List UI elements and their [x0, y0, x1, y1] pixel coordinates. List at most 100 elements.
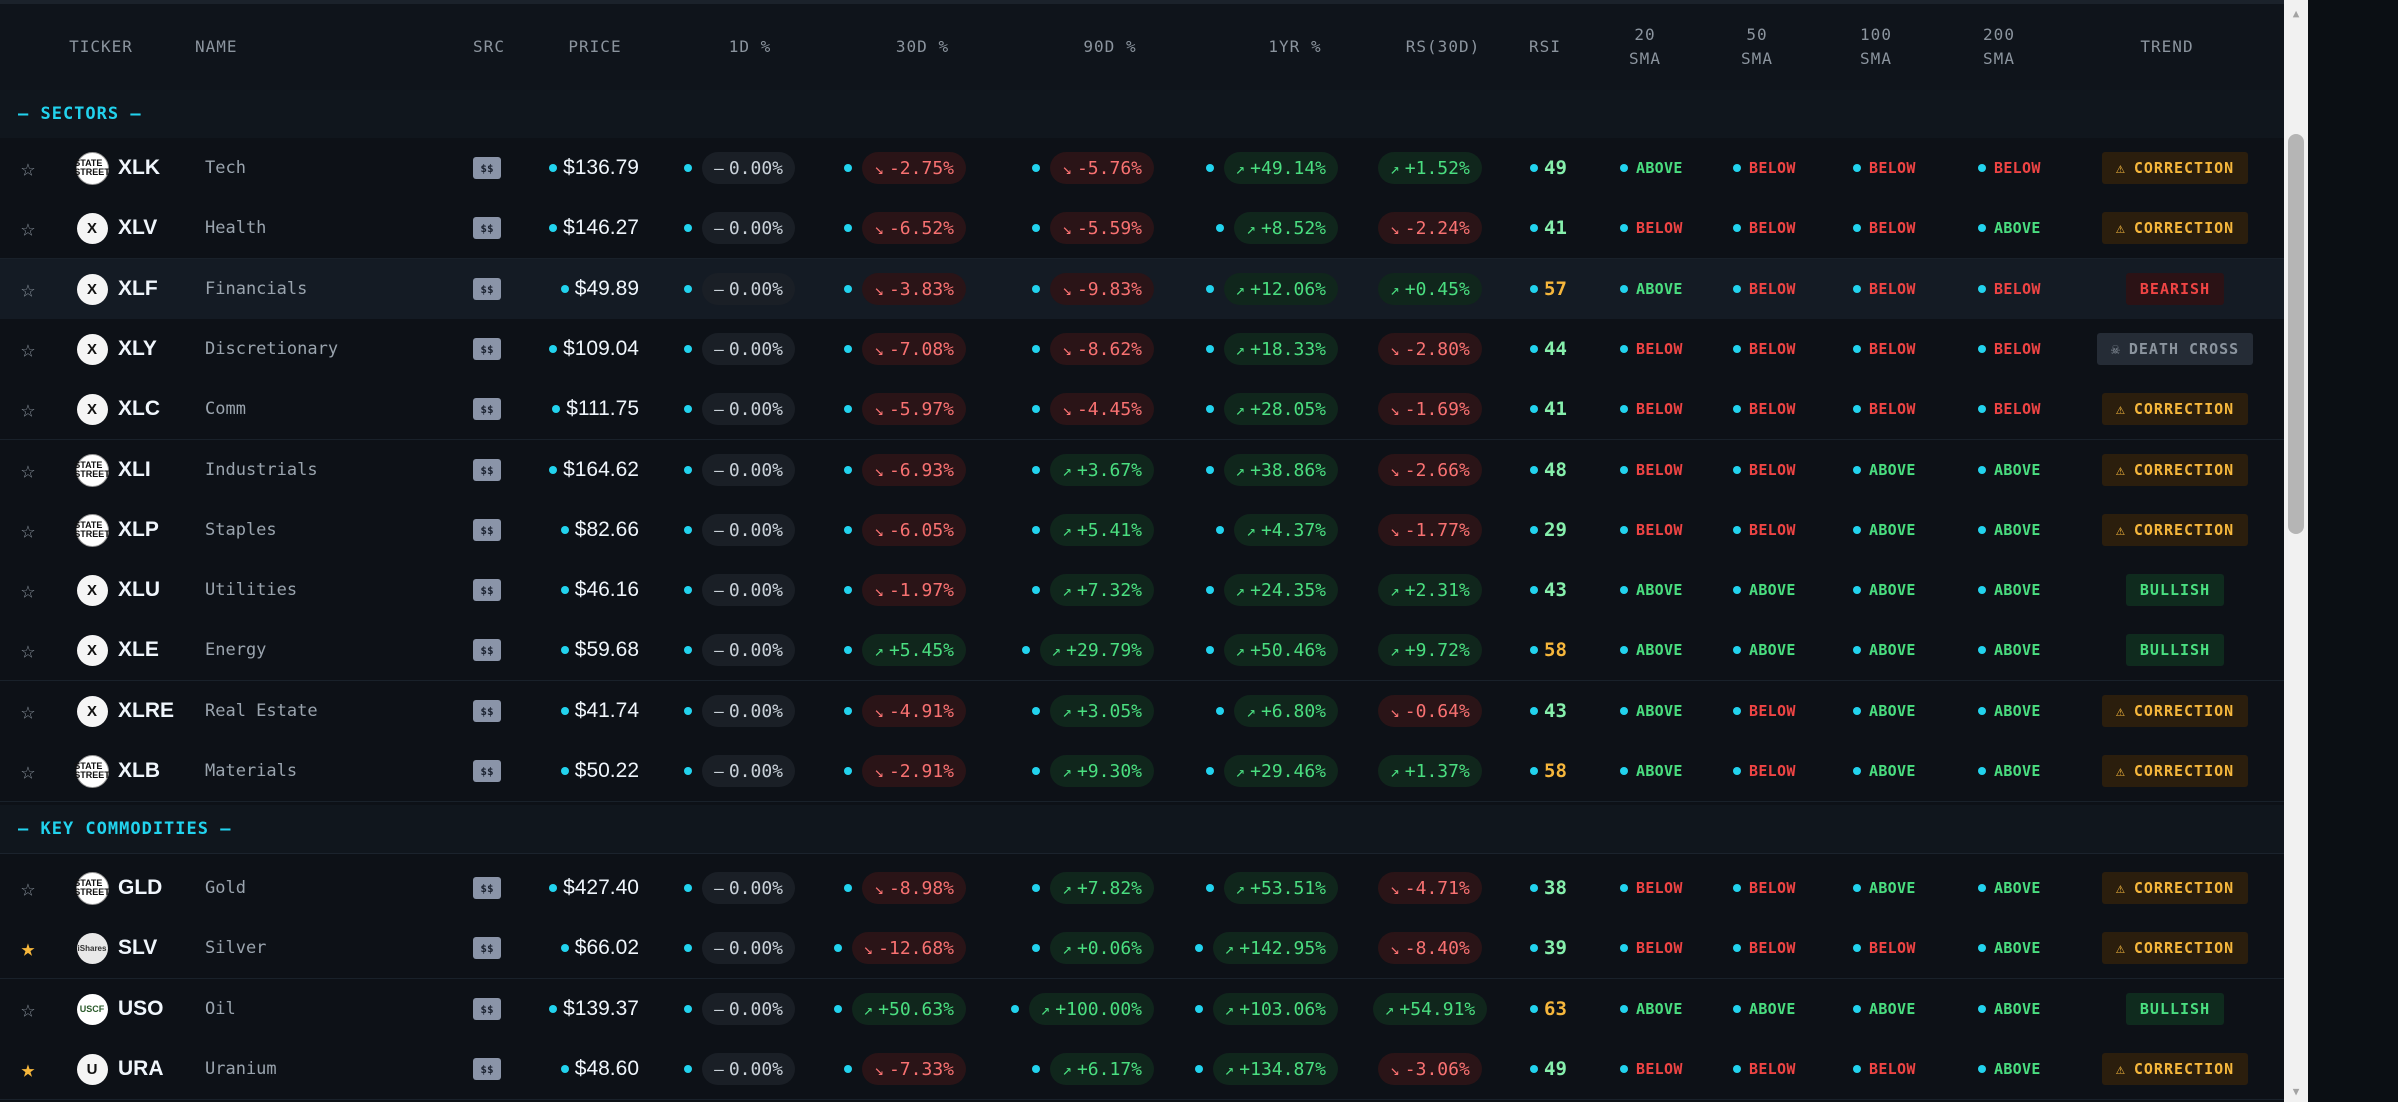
star-icon[interactable]: ☆ [20, 995, 36, 1023]
col-sma20[interactable]: 20 SMA [1629, 25, 1661, 68]
change-30d: ↘ -2.91% [862, 755, 966, 787]
star-icon[interactable]: ☆ [20, 576, 36, 604]
table-row[interactable]: ☆ STATE STREET XLI Industrials $$ $164.62 —0.0… [0, 440, 2284, 501]
ticker-symbol[interactable]: XLP [118, 518, 159, 541]
source-badge[interactable]: $$ [473, 937, 501, 959]
source-badge[interactable]: $$ [473, 639, 501, 661]
col-sma200[interactable]: 200 SMA [1983, 25, 2015, 68]
scroll-down-arrow-icon[interactable]: ▼ [2292, 1085, 2300, 1098]
star-icon[interactable]: ☆ [20, 697, 36, 725]
relative-strength-value: +9.72% [1404, 639, 1470, 661]
source-badge[interactable]: $$ [473, 998, 501, 1020]
star-icon[interactable]: ☆ [20, 214, 36, 242]
star-icon[interactable]: ★ [20, 1055, 36, 1083]
col-sma50[interactable]: 50 SMA [1741, 25, 1773, 68]
source-badge[interactable]: $$ [473, 398, 501, 420]
star-icon[interactable]: ☆ [20, 636, 36, 664]
d30-dot [844, 1065, 853, 1073]
scroll-up-arrow-icon[interactable]: ▲ [2292, 7, 2300, 20]
ticker-symbol[interactable]: XLV [118, 216, 158, 239]
star-cell: ☆ [16, 620, 40, 680]
table-row[interactable]: ☆ X XLV Health $$ $146.27—0.00% ↘ -6.52% ↘ -5.59%… [0, 198, 2284, 259]
source-badge[interactable]: $$ [473, 519, 501, 541]
d30-dot [844, 466, 853, 474]
source-badge[interactable]: $$ [473, 459, 501, 481]
section-header: — KEY COMMODITIES — [0, 805, 2284, 854]
source-badge[interactable]: $$ [473, 1058, 501, 1080]
sma100-cell: ABOVE [1853, 500, 1953, 560]
star-icon[interactable]: ☆ [20, 757, 36, 785]
col-name[interactable]: NAME [195, 37, 238, 56]
col-1yr[interactable]: 1YR % [1268, 37, 1322, 56]
table-row[interactable]: ☆ USCF USO Oil $$ $139.37—0.00% ↗ +50.63% ↗ +100.… [0, 979, 2284, 1040]
trend-down-icon: ↘ [1390, 399, 1400, 419]
d30-wrap: ↘ -12.68% [851, 932, 966, 964]
star-icon[interactable]: ☆ [20, 456, 36, 484]
source-badge[interactable]: $$ [473, 217, 501, 239]
sma100-status: ABOVE [1869, 762, 1916, 780]
star-icon[interactable]: ☆ [20, 395, 36, 423]
star-icon[interactable]: ☆ [20, 275, 36, 303]
table-row[interactable]: ☆ STATE STREET XLK Tech $$ $136.79—0.00% ↘ -2.7… [0, 138, 2284, 199]
ticker-symbol[interactable]: XLF [118, 277, 158, 300]
ticker-symbol[interactable]: XLK [118, 156, 160, 179]
source-badge[interactable]: $$ [473, 877, 501, 899]
source-badge[interactable]: $$ [473, 338, 501, 360]
trend-up-icon: ↗ [1390, 279, 1400, 299]
scrollbar-thumb[interactable] [2288, 134, 2304, 534]
vertical-scrollbar[interactable]: ▲ ▼ [2284, 0, 2308, 1102]
table-row[interactable]: ☆ STATE STREET GLD Gold $$ $427.40—0.00% ↘ -8.9… [0, 858, 2284, 919]
d1-dot [684, 164, 693, 172]
ticker-symbol[interactable]: SLV [118, 936, 158, 959]
sma50-cell: BELOW [1733, 858, 1833, 918]
table-row[interactable]: ★ U URA Uranium $$ $48.60—0.00% ↘ -7.33% ↗ +6.17%… [0, 1039, 2284, 1100]
table-row[interactable]: ☆ X XLRE Real Estate $$ $41.74—0.00% ↘ -4.91% ↗ +… [0, 681, 2284, 742]
star-icon[interactable]: ☆ [20, 516, 36, 544]
change-1yr: ↗ +142.95% [1212, 932, 1338, 964]
source-badge[interactable]: $$ [473, 700, 501, 722]
star-icon[interactable]: ☆ [20, 874, 36, 902]
col-src[interactable]: SRC [473, 37, 505, 56]
rsi-dot [1530, 466, 1538, 474]
ticker-symbol[interactable]: XLI [118, 458, 151, 481]
col-rs[interactable]: RS(30D) [1405, 37, 1481, 56]
star-icon[interactable]: ☆ [20, 335, 36, 363]
star-icon[interactable]: ☆ [20, 154, 36, 182]
d90-dot [1032, 944, 1041, 952]
table-row[interactable]: ☆ X XLE Energy $$ $59.68—0.00% ↗ +5.45% ↗ +29.79%… [0, 620, 2284, 681]
change-90d: ↗ +7.82% [1050, 872, 1154, 904]
table-row[interactable]: ☆ X XLC Comm $$ $111.75—0.00% ↘ -5.97% ↘ -4.45% ↗ +… [0, 379, 2284, 440]
table-row[interactable]: ☆ X XLU Utilities $$ $46.16—0.00% ↘ -1.97% ↗ +7.3… [0, 560, 2284, 621]
table-row[interactable]: ☆ STATE STREET XLP Staples $$ $82.66—0.00% ↘ -6… [0, 500, 2284, 561]
d1-wrap: —0.00% [702, 872, 795, 904]
source-badge[interactable]: $$ [473, 579, 501, 601]
yr-dot [1194, 944, 1203, 952]
source-badge[interactable]: $$ [473, 157, 501, 179]
ticker-symbol[interactable]: URA [118, 1057, 164, 1080]
ticker-cell: XLRE [118, 681, 198, 741]
source-badge[interactable]: $$ [473, 278, 501, 300]
ticker-symbol[interactable]: XLC [118, 397, 160, 420]
col-1d[interactable]: 1D % [728, 37, 772, 56]
ticker-symbol[interactable]: USO [118, 997, 164, 1020]
table-row[interactable]: ☆ X XLF Financials $$ $49.89—0.00% ↘ -3.83% ↘ -9.… [0, 259, 2284, 320]
ticker-symbol[interactable]: XLU [118, 578, 160, 601]
ticker-symbol[interactable]: XLE [118, 638, 159, 661]
rsi-cell: 58 [1530, 620, 1590, 680]
col-sma100[interactable]: 100 SMA [1860, 25, 1892, 68]
star-icon[interactable]: ★ [20, 934, 36, 962]
ticker-symbol[interactable]: GLD [118, 876, 163, 899]
table-row[interactable]: ☆ X XLY Discretionary $$ $109.04—0.00% ↘ -7.08%… [0, 319, 2284, 380]
col-rsi[interactable]: RSI [1529, 37, 1561, 56]
source-badge[interactable]: $$ [473, 760, 501, 782]
col-30d[interactable]: 30D % [895, 37, 950, 56]
col-90d[interactable]: 90D % [1083, 37, 1137, 56]
ticker-symbol[interactable]: XLB [118, 759, 160, 782]
col-trend[interactable]: TREND [2140, 37, 2194, 56]
table-row[interactable]: ☆ STATE STREET XLB Materials $$ $50.22 —0.00% ↘… [0, 741, 2284, 802]
table-row[interactable]: ★ iShares SLV Silver $$ $66.02—0.00% ↘ -12.68% ↗… [0, 918, 2284, 979]
col-price[interactable]: PRICE [568, 37, 622, 56]
ticker-symbol[interactable]: XLRE [118, 699, 175, 722]
ticker-symbol[interactable]: XLY [118, 337, 157, 360]
col-ticker[interactable]: TICKER [69, 37, 133, 56]
